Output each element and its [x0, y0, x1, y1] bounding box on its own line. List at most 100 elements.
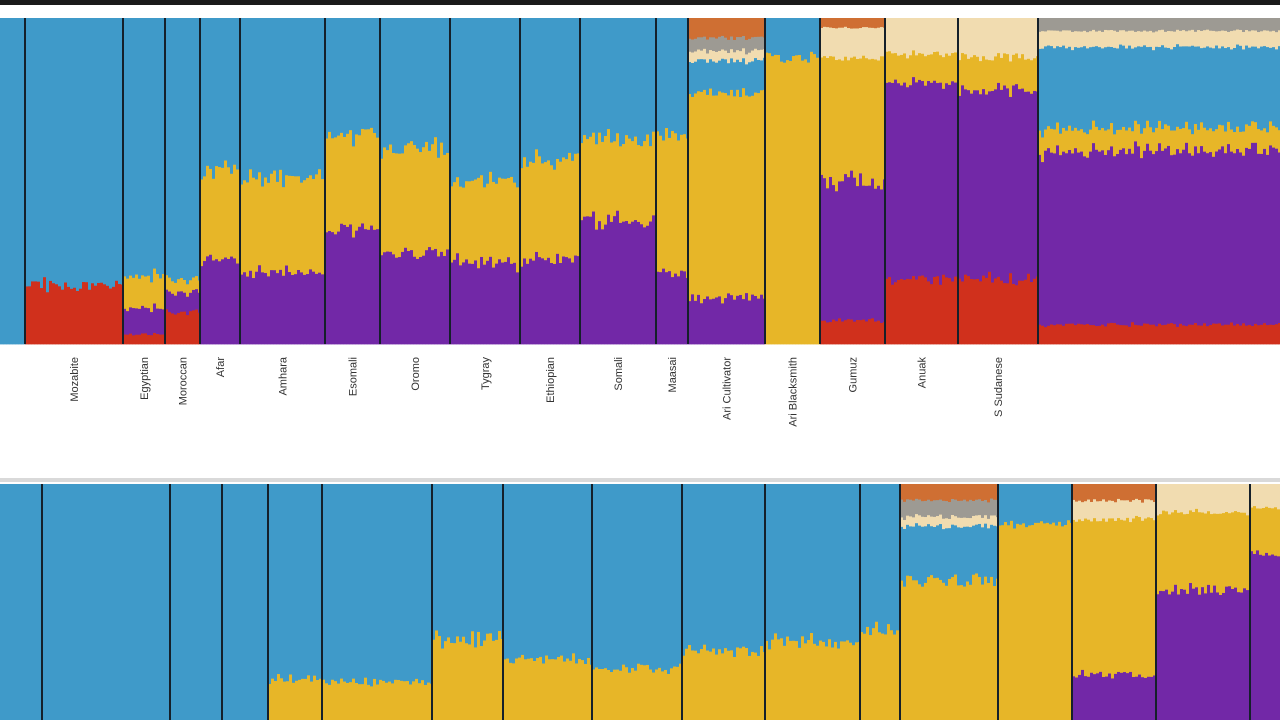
ancestry-bar-red: [1015, 285, 1019, 345]
ancestry-bar-blue: [318, 18, 322, 170]
ancestry-bar-gold: [909, 55, 913, 86]
ancestry-bar-blue: [634, 18, 638, 137]
ancestry-bar-blue: [297, 18, 301, 177]
ancestry-bar-orange: [972, 484, 976, 502]
ancestry-bar-cream: [847, 28, 851, 61]
ancestry-bar-purple: [306, 274, 310, 345]
ancestry-bar-gold: [418, 683, 422, 720]
ancestry-bar-gold: [456, 177, 460, 254]
ancestry-bar-gold: [1132, 518, 1136, 678]
ancestry-bar-grey: [1119, 18, 1123, 31]
ancestry-bar-blue: [328, 484, 332, 686]
ancestry-bar-orange: [733, 18, 737, 41]
ancestry-bar-purple: [227, 259, 231, 345]
ancestry-bar-gold: [924, 582, 928, 720]
ancestry-bar-purple: [1084, 676, 1088, 720]
ancestry-bar-blue: [249, 484, 253, 720]
ancestry-bar-purple: [189, 292, 193, 312]
ancestry-bar-gold: [884, 634, 888, 720]
ancestry-bar-blue: [246, 18, 250, 183]
ancestry-bar-cream: [1000, 18, 1004, 59]
ancestry-bar-blue: [58, 18, 62, 287]
ancestry-bar-blue: [1197, 46, 1201, 131]
ancestry-bar-blue: [1025, 484, 1029, 528]
ancestry-bar-blue: [513, 18, 517, 184]
ancestry-bar-cream: [1201, 484, 1205, 513]
ancestry-bar-blue: [1155, 46, 1159, 129]
ancestry-bar-gold: [1222, 513, 1226, 594]
ancestry-bar-cream: [1176, 29, 1180, 45]
ancestry-bar-gold: [415, 678, 419, 720]
ancestry-bar-red: [46, 292, 50, 345]
ancestry-bar-grey: [1161, 18, 1165, 31]
ancestry-bar-grey: [1122, 18, 1126, 31]
ancestry-bar-purple: [1089, 151, 1093, 326]
ancestry-bar-gold: [206, 165, 210, 257]
ancestry-bar-blue: [896, 484, 900, 631]
ancestry-bar-grey: [1242, 18, 1246, 33]
ancestry-bar-gold: [816, 645, 820, 720]
ancestry-bar-gold: [1201, 512, 1205, 588]
ancestry-bar-cream: [688, 51, 692, 63]
ancestry-bar-gold: [379, 679, 383, 720]
ancestry-bar-cream: [1164, 31, 1168, 48]
ancestry-bar-blue: [712, 61, 716, 97]
ancestry-bar-gold: [789, 60, 793, 345]
ancestry-bar-purple: [1236, 149, 1240, 325]
ancestry-bar-red: [1047, 325, 1051, 345]
ancestry-bar-cream: [844, 26, 848, 58]
ancestry-bar-purple: [294, 274, 298, 345]
ancestry-bar-gold: [1068, 125, 1072, 151]
ancestry-bar-grey: [927, 499, 931, 516]
ancestry-bar-blue: [1119, 44, 1123, 131]
ancestry-bar-gold: [978, 576, 982, 720]
ancestry-bar-gold: [677, 140, 681, 277]
ancestry-bar-cream: [1274, 484, 1278, 508]
ancestry-bar-blue: [1212, 48, 1216, 132]
ancestry-bar-blue: [1110, 46, 1114, 124]
ancestry-bar-purple: [820, 174, 824, 322]
ancestry-bar-gold: [984, 576, 988, 720]
ancestry-bar-blue: [539, 484, 543, 658]
ancestry-bar-purple: [1134, 141, 1138, 326]
ancestry-bar-gold: [1003, 53, 1007, 86]
ancestry-bar-purple: [894, 79, 898, 283]
ancestry-bar-red: [186, 315, 190, 345]
ancestry-bar-blue: [616, 484, 620, 670]
ancestry-bar-cream: [951, 514, 955, 526]
ancestry-bar-blue: [215, 18, 219, 167]
ancestry-bar-cream: [1242, 32, 1246, 50]
ancestry-bar-cream: [1090, 501, 1094, 522]
ancestry-bar-purple: [1213, 585, 1217, 720]
ancestry-bar-gold: [939, 579, 943, 720]
ancestry-bar-red: [835, 321, 839, 345]
ancestry-bar-blue: [76, 18, 80, 292]
ancestry-bar-blue: [367, 18, 371, 130]
ancestry-bar-purple: [1278, 152, 1280, 324]
ancestry-bar-purple: [1072, 676, 1076, 720]
ancestry-bar-purple: [1231, 589, 1235, 720]
ancestry-bar-red: [942, 274, 946, 345]
ancestry-bar-blue: [292, 484, 296, 684]
ancestry-bar-cream: [1186, 484, 1190, 515]
ancestry-bar-blue: [1161, 45, 1165, 130]
ancestry-bar-cream: [1268, 484, 1272, 509]
ancestry-bar-gold: [694, 650, 698, 720]
ancestry-bar-gold: [468, 181, 472, 265]
ancestry-bar-blue: [126, 18, 130, 280]
ancestry-bar-grey: [1128, 18, 1132, 32]
population-label: S Sudanese: [993, 357, 1005, 417]
ancestry-bar-cream: [915, 514, 919, 524]
ancestry-bar-gold: [1165, 511, 1169, 591]
ancestry-bar-blue: [51, 484, 55, 720]
ancestry-bar-blue: [322, 484, 326, 681]
panel-divider: [0, 478, 1280, 482]
ancestry-bar-purple: [1138, 674, 1142, 720]
ancestry-bar-purple: [389, 251, 393, 345]
ancestry-bar-cream: [1152, 32, 1156, 51]
ancestry-bar-purple: [1090, 672, 1094, 720]
ancestry-bar-blue: [91, 18, 95, 284]
ancestry-bar-blue: [718, 484, 722, 650]
ancestry-bar-gold: [798, 55, 802, 345]
ancestry-bar-purple: [841, 181, 845, 322]
